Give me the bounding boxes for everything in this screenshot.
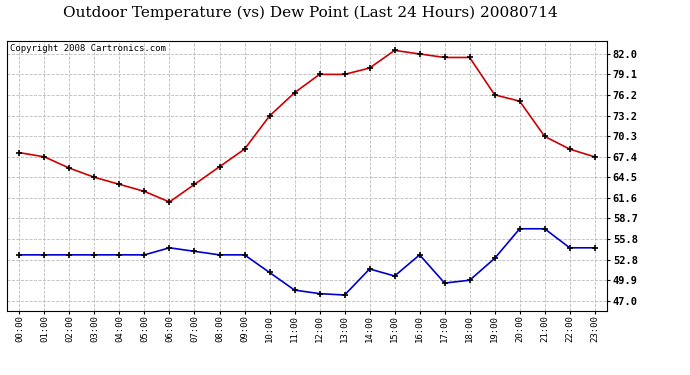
Text: Outdoor Temperature (vs) Dew Point (Last 24 Hours) 20080714: Outdoor Temperature (vs) Dew Point (Last… [63, 6, 558, 20]
Text: Copyright 2008 Cartronics.com: Copyright 2008 Cartronics.com [10, 44, 166, 53]
